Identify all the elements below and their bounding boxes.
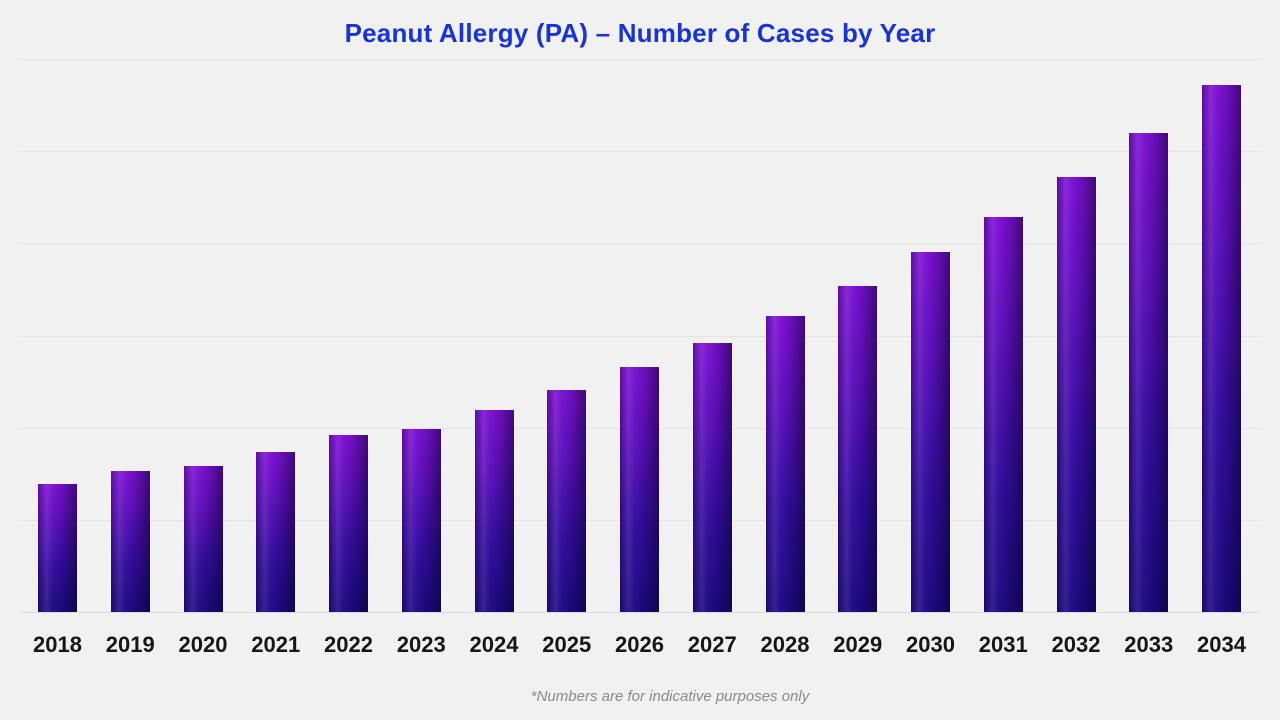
bar-2029	[838, 286, 878, 612]
x-tick-label-2018: 2018	[33, 632, 82, 657]
x-tick-label-2019: 2019	[105, 632, 155, 657]
bar-2026	[620, 367, 659, 612]
x-tick-label-2024: 2024	[469, 632, 519, 657]
bar-2034	[1202, 85, 1241, 612]
x-tick-label-2030: 2030	[906, 632, 955, 657]
x-axis-labels: 2018 2019 2020 2021 2022 2023 2024 2025 2026 2027…	[0, 628, 1280, 662]
x-tick-label-2020: 2020	[178, 632, 228, 657]
gridline	[20, 151, 1260, 152]
bar-2032	[1056, 177, 1096, 612]
x-tick-label-2026: 2026	[615, 632, 664, 657]
x-tick-label-2029: 2029	[833, 632, 883, 657]
x-tick-label-2031: 2031	[978, 632, 1028, 657]
bar-2018	[38, 484, 77, 612]
x-tick-label-2022: 2022	[324, 632, 373, 657]
x-tick-label-2032: 2032	[1051, 632, 1101, 657]
bar-2020	[183, 466, 223, 612]
plot-area	[20, 59, 1260, 613]
chart-footnote: *Numbers are for indicative purposes onl…	[530, 688, 810, 705]
bar-2033	[1129, 133, 1169, 612]
x-tick-label-2033: 2033	[1124, 632, 1174, 657]
x-tick-label-2034: 2034	[1197, 632, 1246, 657]
bar-2019	[110, 471, 150, 612]
bar-2031	[983, 217, 1023, 612]
bar-2024	[474, 410, 514, 612]
bar-2023	[401, 429, 441, 612]
x-tick-label-2028: 2028	[760, 632, 810, 657]
x-tick-label-2023: 2023	[396, 632, 446, 657]
bar-2028	[765, 316, 805, 612]
gridline	[20, 243, 1260, 244]
bar-2021	[256, 452, 296, 612]
x-axis-baseline	[20, 612, 1260, 613]
bar-2030	[911, 252, 950, 612]
chart-title: Peanut Allergy (PA) – Number of Cases by…	[344, 18, 936, 48]
gridline	[20, 336, 1260, 337]
bar-2025	[547, 390, 587, 612]
x-tick-label-2027: 2027	[687, 632, 737, 657]
x-tick-label-2025: 2025	[542, 632, 592, 657]
gridline	[20, 59, 1260, 60]
bar-2027	[692, 343, 732, 612]
bar-2022	[329, 435, 368, 612]
x-tick-label-2021: 2021	[251, 632, 301, 657]
